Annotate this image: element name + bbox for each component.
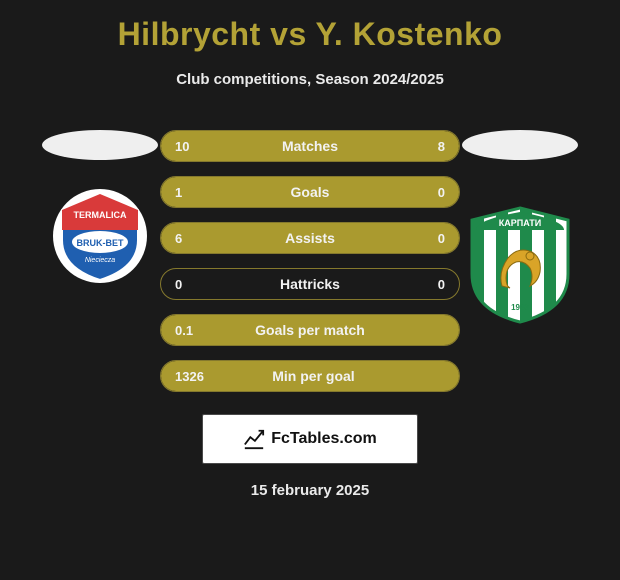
left-side: TERMALICA BRUK-BET Nieciecza — [40, 130, 160, 284]
stat-value-left: 0 — [161, 277, 211, 292]
stat-value-left: 1 — [161, 185, 211, 200]
stat-value-right: 0 — [409, 185, 459, 200]
stat-value-left: 10 — [161, 139, 211, 154]
player-photo-placeholder-left — [42, 130, 158, 160]
stat-label: Goals per match — [211, 322, 409, 338]
right-side: КАРПАТИ 1963 — [460, 130, 580, 324]
stat-row: 0.1Goals per match — [160, 314, 460, 346]
stat-label: Matches — [211, 138, 409, 154]
brand-text: FcTables.com — [271, 430, 377, 448]
stat-value-left: 6 — [161, 231, 211, 246]
player-photo-placeholder-right — [462, 130, 578, 160]
page-title: Hilbrycht vs Y. Kostenko — [118, 16, 503, 53]
stat-value-right: 0 — [409, 231, 459, 246]
stat-value-right: 8 — [409, 139, 459, 154]
title-player-left: Hilbrycht — [118, 16, 261, 52]
svg-text:BRUK-BET: BRUK-BET — [77, 238, 124, 248]
svg-text:КАРПАТИ: КАРПАТИ — [499, 218, 541, 228]
stat-value-left: 0.1 — [161, 323, 211, 338]
stat-value-right: 0 — [409, 277, 459, 292]
brand-box[interactable]: FcTables.com — [202, 414, 418, 464]
stat-label: Min per goal — [218, 368, 409, 384]
date-text: 15 february 2025 — [251, 482, 369, 499]
stat-row: 6Assists0 — [160, 222, 460, 254]
svg-text:Nieciecza: Nieciecza — [85, 257, 115, 264]
stat-label: Hattricks — [211, 276, 409, 292]
club-badge-right: КАРПАТИ 1963 — [468, 206, 572, 324]
stat-row: 1326Min per goal — [160, 360, 460, 392]
stat-row: 1Goals0 — [160, 176, 460, 208]
stat-value-left: 1326 — [161, 369, 218, 384]
club-badge-left: TERMALICA BRUK-BET Nieciecza — [52, 188, 148, 284]
svg-text:TERMALICA: TERMALICA — [74, 210, 127, 220]
stat-row: 0Hattricks0 — [160, 268, 460, 300]
svg-text:1963: 1963 — [511, 303, 529, 312]
chart-icon — [243, 428, 265, 450]
stat-row: 10Matches8 — [160, 130, 460, 162]
main-comparison: TERMALICA BRUK-BET Nieciecza 10Matches81… — [0, 130, 620, 392]
title-player-right: Y. Kostenko — [316, 16, 503, 52]
subtitle: Club competitions, Season 2024/2025 — [176, 71, 444, 88]
stat-label: Assists — [211, 230, 409, 246]
stats-column: 10Matches81Goals06Assists00Hattricks00.1… — [160, 130, 460, 392]
stat-label: Goals — [211, 184, 409, 200]
title-vs: vs — [261, 16, 316, 52]
